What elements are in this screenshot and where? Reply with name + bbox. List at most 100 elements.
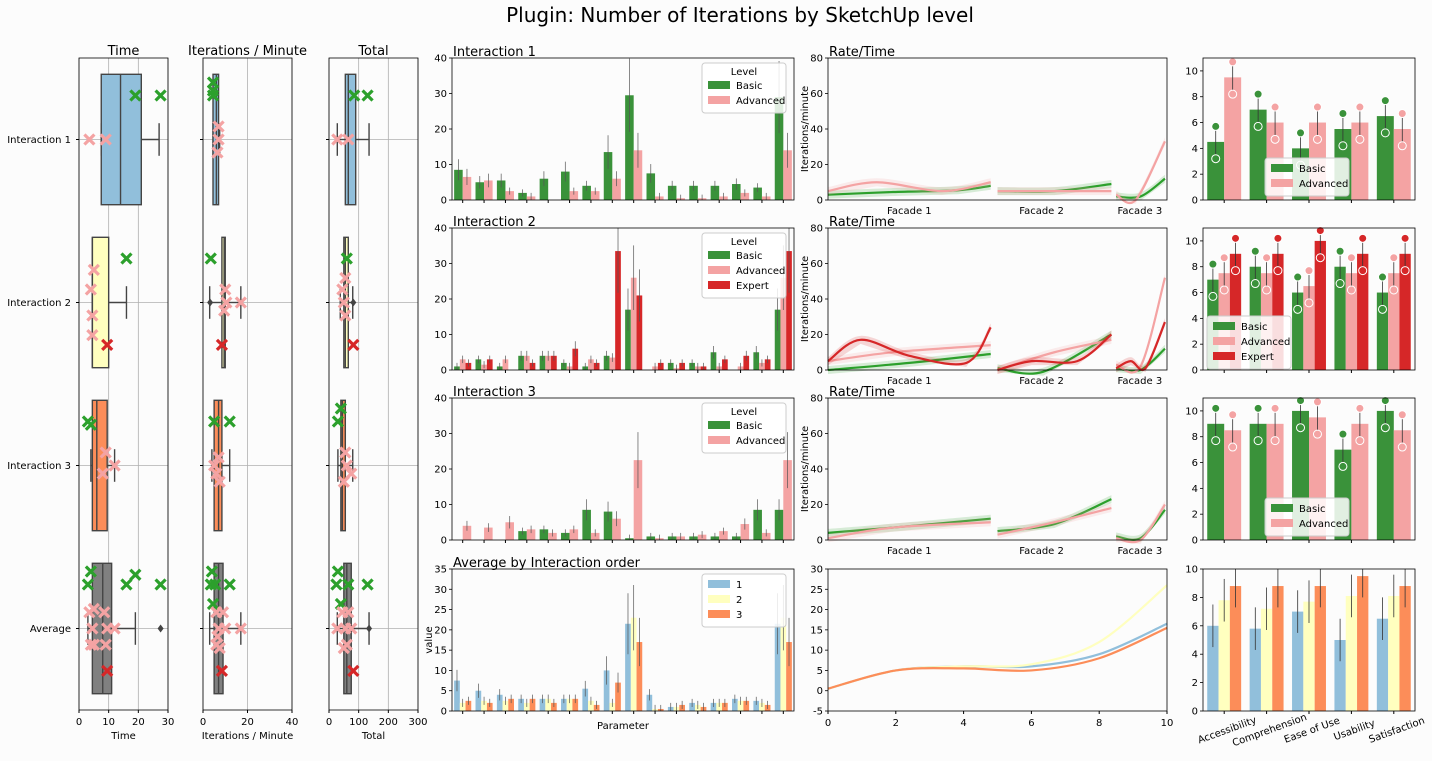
- basic-marker: [361, 89, 374, 102]
- bar: [523, 355, 530, 370]
- sus-panel-1: 0 2 4 6 8 10 Basic Advanced: [1185, 57, 1416, 207]
- trend-line: [997, 506, 1112, 536]
- bar: [1334, 266, 1346, 370]
- basic-marker: [204, 578, 217, 591]
- y-tick-label: 5: [441, 686, 447, 697]
- advanced-marker: [108, 622, 121, 635]
- advanced-marker: [84, 638, 97, 651]
- data-point: [1400, 266, 1410, 276]
- data-point: [1270, 436, 1280, 446]
- data-point: [1304, 298, 1314, 308]
- bar: [774, 509, 784, 540]
- bar: [496, 180, 506, 200]
- y-tick-label: 0: [441, 536, 447, 547]
- data-point: [1400, 233, 1410, 243]
- advanced-marker: [337, 296, 350, 309]
- y-tick-label: 80: [810, 54, 823, 65]
- basic-marker: [154, 578, 167, 591]
- advanced-marker: [212, 120, 225, 133]
- legend-label: Advanced: [736, 266, 785, 277]
- bar: [625, 623, 631, 711]
- bar: [667, 185, 677, 200]
- y-tick-label: 20: [810, 160, 823, 171]
- bar: [486, 359, 493, 370]
- bar: [722, 359, 728, 370]
- sus-panel-3: 0 2 4 6 8 10 Basic Advanced: [1185, 396, 1416, 547]
- bar: [633, 460, 643, 540]
- bar: [1292, 292, 1304, 370]
- bar: [1376, 292, 1389, 370]
- legend-label: 1: [736, 580, 742, 591]
- advanced-marker: [219, 283, 232, 296]
- panel-title: Total: [357, 44, 388, 59]
- y-tick-label: 40: [810, 125, 823, 136]
- data-point: [1312, 134, 1322, 144]
- bar: [502, 700, 509, 711]
- bar: [561, 698, 567, 711]
- data-point: [1338, 429, 1348, 439]
- y-tick-label: 4: [1192, 650, 1198, 661]
- y-tick-label: 10: [434, 500, 447, 511]
- basic-marker: [84, 565, 97, 578]
- data-point: [1208, 291, 1218, 301]
- confidence-band: [997, 495, 1112, 536]
- bar: [615, 682, 621, 711]
- bar: [566, 698, 573, 711]
- bar: [633, 150, 643, 200]
- row-label: Interaction 2: [7, 298, 71, 309]
- trend-line: [1115, 509, 1166, 541]
- data-point: [1358, 266, 1368, 276]
- x-tick-label: 0: [76, 717, 82, 728]
- advanced-marker: [108, 459, 121, 472]
- trend-line: [827, 626, 1168, 690]
- bar: [582, 688, 589, 711]
- bar: [518, 698, 524, 711]
- basic-marker: [223, 415, 236, 428]
- basic-marker: [223, 578, 236, 591]
- bar: [454, 169, 463, 200]
- parameter-bar-panel-2: 0 10 20 30 40 Interaction 2 Level Basic Advanced…: [434, 215, 795, 377]
- data-point: [1338, 141, 1348, 151]
- bar: [502, 359, 509, 370]
- advanced-marker: [234, 296, 247, 309]
- data-point: [1228, 442, 1238, 452]
- x-tick-label: 200: [379, 717, 398, 728]
- bar: [1357, 576, 1369, 711]
- box: [91, 236, 110, 369]
- data-point: [1389, 285, 1399, 295]
- advanced-marker: [83, 133, 96, 146]
- bar: [609, 357, 616, 370]
- bar: [529, 698, 536, 711]
- bar: [1351, 423, 1369, 540]
- x-axis-label: Iterations / Minute: [202, 731, 294, 742]
- axes-frame: [827, 227, 1168, 371]
- bar: [1224, 77, 1242, 200]
- data-point: [1355, 102, 1365, 112]
- legend-label: Advanced: [1241, 337, 1290, 348]
- bar: [1272, 586, 1284, 711]
- basic-marker: [331, 415, 345, 428]
- bar: [743, 700, 750, 711]
- facet-label: Facade 1: [887, 546, 932, 557]
- y-tick-label: 5: [817, 666, 823, 677]
- facet-label: Facade 2: [1019, 206, 1064, 217]
- y-tick-label: 20: [810, 330, 823, 341]
- bar: [753, 700, 760, 711]
- x-tick-label: 6: [1028, 718, 1034, 729]
- parameter-bar-panel-4: 0 5 10 15 20 25 30 35 Average by Interaction ord…: [424, 556, 795, 732]
- advanced-marker: [87, 638, 100, 651]
- bar: [612, 518, 621, 540]
- data-point: [1355, 134, 1365, 144]
- bar: [780, 277, 787, 370]
- y-tick-label: 10: [1185, 236, 1198, 247]
- bar: [475, 182, 485, 200]
- box-panel-1: 0 10 20 30 Interaction 1 Interaction 2 Interac…: [7, 44, 174, 742]
- legend-label: Basic: [1299, 504, 1325, 515]
- y-tick-label: 0: [817, 366, 823, 377]
- advanced-marker: [339, 446, 352, 459]
- advanced-marker: [87, 263, 100, 277]
- bar: [588, 700, 594, 711]
- legend-swatch: [1271, 179, 1293, 187]
